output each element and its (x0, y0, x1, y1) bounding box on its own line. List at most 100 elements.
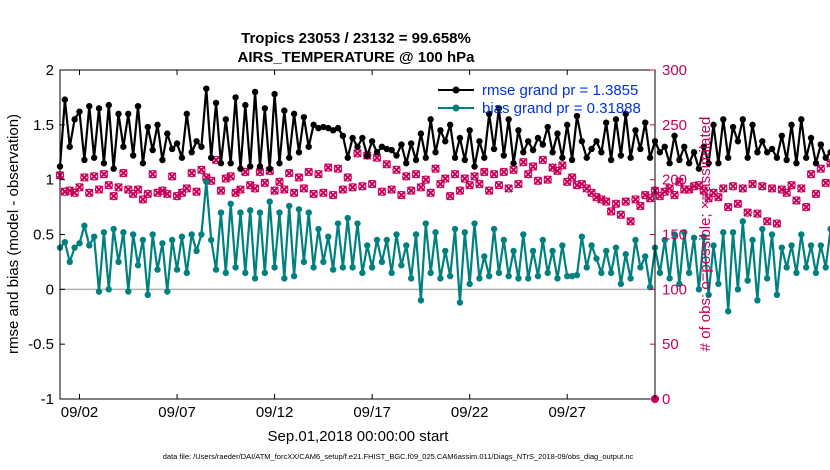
bias-point (603, 247, 610, 255)
assimilated-count-point (89, 172, 99, 181)
possible-count-point (167, 172, 177, 181)
possible-count-point (187, 168, 196, 178)
possible-count-point (533, 176, 543, 185)
possible-count-point (280, 185, 289, 194)
assimilated-count-point (801, 202, 811, 212)
bias-point (690, 234, 698, 241)
rmse-point (290, 110, 298, 118)
possible-count-point (821, 178, 830, 188)
bias-point (325, 233, 332, 240)
rmse-point (115, 110, 122, 118)
x-marker-stroke (299, 184, 309, 193)
possible-count-point (792, 196, 801, 205)
bias-point (559, 242, 566, 249)
x-marker-stroke (567, 173, 577, 182)
bias-point (261, 269, 269, 277)
bias-point (115, 258, 122, 266)
rmse-point (607, 156, 615, 164)
rmse-point (817, 141, 825, 148)
bias-point (612, 244, 620, 251)
bias-point (290, 272, 298, 280)
rmse-point (632, 127, 639, 134)
rmse-point (232, 94, 239, 101)
possible-count-point (675, 177, 684, 187)
possible-count-point (148, 169, 157, 179)
assimilated-count-point (811, 189, 821, 199)
rmse-point (515, 127, 522, 134)
possible-count-point (475, 179, 484, 189)
bias-point (622, 251, 629, 258)
rmse-point (442, 138, 449, 145)
rmse-point (383, 145, 390, 153)
rmse-point (183, 110, 191, 118)
x-marker-stroke (401, 172, 411, 181)
bias-point (720, 229, 727, 236)
rmse-point (554, 130, 561, 137)
assimilated-count-point (231, 188, 240, 198)
bias-point (471, 220, 478, 227)
rmse-point (671, 132, 678, 139)
x-marker-stroke (80, 173, 89, 182)
possible-count-point (426, 188, 435, 198)
rmse-point (588, 145, 595, 153)
rmse-point (286, 154, 293, 161)
assimilated-count-point (353, 149, 362, 158)
bias-point (95, 288, 103, 295)
rmse-point (720, 116, 727, 123)
rmse-point (403, 160, 410, 167)
bias-point (798, 231, 805, 238)
possible-count-point (124, 185, 133, 194)
bias-point (676, 280, 683, 288)
rmse-point (685, 160, 693, 167)
x-marker-stroke (582, 184, 592, 193)
possible-count-point (645, 194, 655, 203)
rmse-point (320, 123, 327, 131)
bias-point (320, 258, 327, 266)
rmse-point (534, 134, 542, 142)
x-marker-stroke (499, 167, 509, 177)
rmse-point (495, 105, 503, 112)
bias-point (110, 225, 117, 233)
rmse-point (471, 163, 478, 170)
x-marker-stroke (626, 217, 635, 226)
bias-point (724, 308, 732, 315)
assimilated-count-point (528, 162, 538, 171)
bias-point (734, 286, 742, 293)
bias-point (266, 198, 273, 205)
assimilated-count-point (484, 186, 494, 195)
x-marker-stroke (801, 202, 811, 212)
possible-count-point (558, 161, 567, 170)
possible-count-point (114, 183, 123, 192)
x-marker-stroke (392, 165, 401, 175)
possible-count-point (382, 160, 391, 169)
bias-point (490, 225, 498, 233)
bias-point (100, 229, 108, 236)
possible-count-point (460, 174, 469, 183)
y-right-tick-label: 50 (662, 336, 679, 353)
x-marker-stroke (684, 185, 694, 194)
assimilated-count-point (475, 179, 484, 189)
assimilated-count-point (401, 172, 411, 181)
assimilated-count-point (772, 219, 782, 228)
rmse-point (490, 145, 498, 153)
x-marker-stroke (611, 199, 621, 209)
possible-count-point (143, 189, 152, 199)
x-marker-stroke (792, 196, 801, 205)
rmse-point (544, 123, 551, 131)
bias-point (76, 240, 83, 247)
assimilated-count-point (304, 167, 314, 177)
x-marker-stroke (821, 178, 830, 188)
bias-point (710, 242, 717, 249)
x-tick-label: 09/22 (451, 404, 489, 421)
rmse-point (568, 156, 576, 164)
bias-point (524, 275, 532, 282)
x-marker-stroke (358, 181, 367, 191)
assimilated-count-point (733, 199, 743, 209)
rmse-point (100, 160, 108, 167)
rmse-point (256, 163, 264, 170)
rmse-point (412, 156, 420, 164)
assimilated-count-point (479, 167, 489, 177)
x-tick-label: 09/02 (61, 404, 99, 421)
bias-point (768, 231, 776, 238)
possible-count-point (80, 173, 89, 182)
